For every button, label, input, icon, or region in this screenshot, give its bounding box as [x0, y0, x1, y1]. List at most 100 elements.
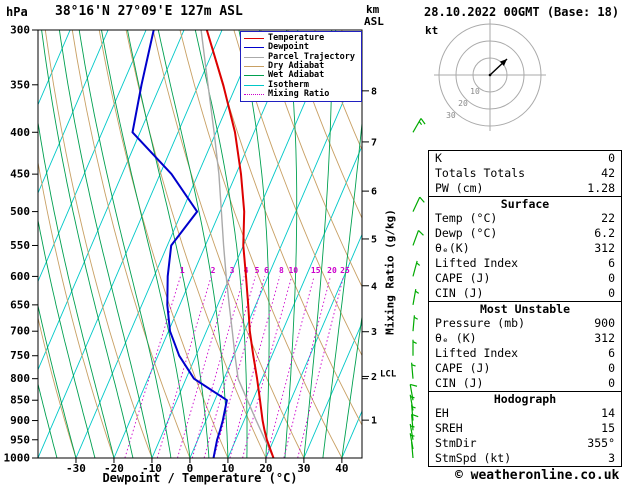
mixing-ratio-line: [265, 276, 315, 458]
hodograph-ring: [455, 40, 525, 110]
stat-label: PW (cm): [435, 181, 484, 195]
stat-value: 0: [608, 286, 615, 300]
km-tick-label: 4: [371, 281, 377, 292]
legend-swatch: [244, 66, 264, 68]
pressure-tick-label: 1000: [4, 452, 31, 465]
legend-item: Parcel Trajectory: [244, 52, 361, 62]
legend-label: Dewpoint: [268, 42, 309, 53]
pressure-tick-label: 450: [10, 168, 30, 181]
hodograph-ring-label: 30: [446, 111, 456, 120]
stat-label: θₑ (K): [435, 331, 477, 345]
pressure-tick-label: 950: [10, 433, 30, 446]
pressure-tick-label: 500: [10, 205, 30, 218]
stat-row: Lifted Index 6: [429, 256, 621, 271]
mixing-ratio-line: [283, 276, 331, 458]
legend-item: Wet Adiabat: [244, 71, 361, 80]
km-tick-label: 5: [371, 234, 377, 245]
legend-swatch: [244, 47, 264, 49]
legend-swatch: [244, 75, 264, 77]
wet-adiabat-line: [322, 118, 362, 458]
stat-label: Pressure (mb): [435, 316, 526, 330]
temp-tick-label: 40: [335, 462, 348, 475]
stat-value: 355°: [587, 436, 615, 450]
stat-row: StmDir 355°: [429, 436, 621, 451]
datetime-title: 28.10.2022 00GMT (Base: 18): [424, 5, 620, 19]
stat-label: θₑ(K): [435, 241, 470, 255]
legend-item: Mixing Ratio: [244, 88, 361, 99]
stat-label: Totals Totals: [435, 166, 526, 180]
stat-label: Lifted Index: [435, 256, 519, 270]
stat-row: Temp (°C) 22: [429, 211, 621, 226]
wind-barb: [412, 230, 424, 246]
stat-value: 22: [601, 211, 615, 225]
legend-item: Dry Adiabat: [244, 62, 361, 71]
isotherm-line: [265, 233, 362, 458]
stat-row: CAPE (J) 0: [429, 361, 621, 376]
legend-item: Temperature: [244, 34, 361, 43]
stat-label: Dewp (°C): [435, 226, 498, 240]
copyright: © weatheronline.co.uk: [455, 468, 620, 483]
legend-label: Dry Adiabat: [268, 61, 325, 72]
temp-tick-label: -30: [66, 462, 86, 475]
stat-label: EH: [435, 406, 449, 420]
stat-label: CAPE (J): [435, 271, 491, 285]
dry-adiabat-line: [206, 30, 362, 426]
height-axis-unit-km: km: [366, 3, 380, 16]
stat-row: SREH 15: [429, 421, 621, 436]
wind-barb: [409, 423, 415, 440]
stat-row: CIN (J) 0: [429, 376, 621, 391]
wind-barb: [412, 118, 426, 133]
plot-border: [37, 29, 363, 459]
mixing-ratio-value: 2: [211, 266, 216, 275]
temp-tick-label: -20: [104, 462, 124, 475]
temp-tick-label: 20: [259, 462, 272, 475]
mixing-ratio-line: [297, 276, 344, 458]
stat-label: StmDir: [435, 436, 477, 450]
height-axis-unit-asl: ASL: [364, 15, 384, 28]
stat-section-title: Most Unstable: [429, 301, 621, 316]
km-tick-label: 7: [371, 137, 377, 148]
stats-table: K 0 Totals Totals 42 PW (cm) 1.28 Surface Temp …: [428, 150, 622, 467]
stat-value: 3: [608, 451, 615, 465]
wind-barb: [412, 260, 421, 277]
stat-row: Pressure (mb) 900: [429, 316, 621, 331]
km-tick-label: 8: [371, 86, 377, 97]
stat-label: Temp (°C): [435, 211, 498, 225]
legend-label: Mixing Ratio: [268, 88, 330, 99]
dry-adiabat-line: [71, 30, 191, 458]
pressure-tick-label: 900: [10, 414, 30, 427]
parcel-trajectory-curve: [200, 30, 275, 458]
legend-label: Temperature: [268, 33, 325, 44]
station-title: 38°16'N 27°09'E 127m ASL: [55, 4, 243, 19]
temp-tick-label: 30: [297, 462, 310, 475]
pressure-tick-label: 700: [10, 325, 30, 338]
legend-item: Dewpoint: [244, 43, 361, 52]
dry-adiabat-line: [98, 30, 229, 458]
pressure-tick-label: 400: [10, 126, 30, 139]
pressure-tick-label: 850: [10, 394, 30, 407]
isotherm-line: [38, 30, 223, 458]
x-axis-title: Dewpoint / Temperature (°C): [102, 471, 298, 485]
wet-adiabat-line: [284, 30, 298, 458]
temp-tick-label: 10: [221, 462, 234, 475]
dry-adiabat-line: [233, 30, 362, 357]
stat-section-title: Surface: [429, 196, 621, 211]
km-tick-label: 1: [371, 416, 377, 427]
mixing-ratio-value: 1: [180, 266, 185, 275]
wind-barb: [412, 315, 418, 332]
temp-tick-label: 0: [187, 462, 194, 475]
stat-row: Lifted Index 6: [429, 346, 621, 361]
isotherm-line: [38, 30, 185, 371]
wet-adiabat-line: [78, 30, 172, 458]
stat-value: 6: [608, 346, 615, 360]
hodograph-ring: [472, 57, 508, 93]
mixing-ratio-value: 10: [288, 266, 298, 275]
wet-adiabat-line: [38, 303, 77, 458]
isotherm-line: [303, 321, 362, 458]
mixing-ratio-line: [156, 276, 212, 458]
mixing-ratio-value: 6: [264, 266, 269, 275]
legend-label: Isotherm: [268, 79, 309, 90]
dry-adiabat-line: [287, 30, 362, 220]
wet-adiabat-line: [157, 30, 229, 458]
